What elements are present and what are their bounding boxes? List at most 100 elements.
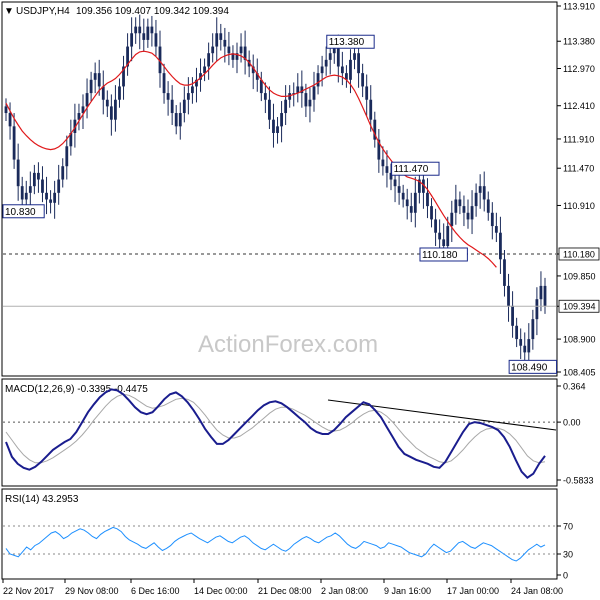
macd-axis: 0.364 0.00 -0.5833 [557, 382, 594, 486]
candle-body [462, 206, 466, 213]
candle-body [413, 192, 417, 213]
price-axis-marker-box [558, 247, 600, 261]
candle-body [543, 285, 547, 306]
candle-body [422, 179, 425, 193]
price-axis-label: 113.380 [563, 37, 595, 47]
candle-body [393, 179, 397, 187]
price-annotation-label: 108.490 [511, 362, 548, 373]
candle-body [458, 199, 462, 207]
candle-body [373, 119, 377, 140]
candle-body [304, 93, 308, 107]
time-axis-label: 2 Jan 08:00 [321, 586, 368, 596]
price-axis-label: 109.394 [563, 302, 596, 312]
candle-body [41, 179, 44, 193]
candle-body [389, 172, 393, 180]
candle-body [97, 73, 101, 87]
candle-body [93, 73, 97, 80]
moving-average-line [5, 50, 497, 268]
price-annotation-box [419, 247, 468, 262]
price-axis-label: 111.910 [563, 134, 594, 144]
candle-body [255, 73, 259, 80]
macd-axis-label: 0.364 [563, 382, 586, 392]
candle-body [340, 66, 344, 74]
candle-body [195, 79, 198, 87]
price-axis-label: 108.900 [563, 335, 596, 345]
candle-body [507, 285, 510, 306]
candle-body [511, 305, 514, 326]
macd-signal-line [5, 393, 546, 464]
candle-body [174, 113, 178, 127]
price-axis-label: 112.410 [563, 101, 595, 111]
time-axis-label: 9 Jan 16:00 [384, 586, 431, 596]
price-axis-label: 108.405 [563, 368, 596, 378]
candle-body [284, 99, 288, 114]
candle-body [470, 206, 474, 220]
candle-body [377, 139, 381, 160]
candle-body [499, 232, 502, 260]
header-ohlc-values: 109.356 109.407 109.342 109.394 [76, 6, 229, 17]
candle-body [482, 186, 486, 200]
candle-body [207, 53, 211, 67]
candle-body [186, 93, 190, 100]
candle-body [535, 299, 539, 320]
candle-body [430, 206, 433, 220]
candle-body [170, 99, 174, 114]
candle-body [446, 226, 450, 247]
header-arrow: ▼ [4, 6, 14, 17]
candle-body [272, 119, 275, 133]
candle-body [478, 186, 482, 193]
candle-body [138, 26, 142, 34]
candle-body [397, 186, 401, 193]
candle-body [300, 86, 304, 94]
price-axis-label: 112.970 [563, 64, 595, 74]
candle-body [454, 199, 458, 213]
rsi-axis-label: 0 [563, 571, 568, 581]
candle-body [345, 73, 348, 80]
candle-body [203, 66, 206, 74]
rsi-label: RSI(14) 43.2953 [5, 494, 79, 505]
candle-body [332, 46, 336, 54]
price-annotation-box [326, 34, 375, 49]
candle-body [73, 119, 77, 133]
candle-body [450, 212, 454, 227]
macd-axis-label: -0.5833 [563, 476, 594, 486]
price-annotations: 10.830 113.380 111.470 110.180 108.490 [2, 34, 558, 374]
candle-body [162, 73, 166, 94]
rsi-panel-frame [1, 488, 558, 580]
candle-body [292, 93, 296, 95]
candle-body [101, 86, 105, 100]
candle-body [369, 99, 373, 120]
candle-body [263, 93, 267, 100]
candle-body [227, 46, 231, 54]
candle-body [280, 113, 283, 127]
candle-body [486, 199, 490, 213]
time-axis-label: 29 Nov 08:00 [65, 586, 119, 596]
price-axis-label: 109.850 [563, 271, 596, 281]
price-annotation-label: 110.180 [422, 250, 458, 261]
price-annotation-label: 113.380 [329, 37, 365, 48]
time-axis-label: 22 Nov 2017 [3, 586, 54, 596]
candle-body [239, 46, 243, 54]
candle-body [24, 192, 28, 200]
candle-body [409, 206, 413, 213]
candle-body [235, 53, 239, 60]
candle-body [494, 226, 498, 233]
candle-body [45, 192, 48, 200]
candle-body [243, 46, 247, 60]
time-axis-label: 6 Dec 16:00 [131, 586, 180, 596]
candle-body [215, 33, 219, 47]
candle-body [296, 86, 300, 94]
rsi-line [5, 526, 546, 562]
candle-body [276, 126, 279, 133]
candle-body [324, 59, 328, 67]
candle-body [53, 192, 57, 203]
price-axis-label: 110.910 [563, 201, 595, 211]
time-axis-label: 14 Dec 00:00 [194, 586, 248, 596]
candle-body [519, 339, 523, 346]
rsi-axis-label: 30 [563, 550, 573, 560]
candle-body [166, 93, 170, 100]
price-annotation-box [391, 161, 440, 176]
price-annotation-label: 111.470 [394, 164, 429, 175]
candle-body [4, 106, 8, 114]
candle-body [466, 212, 470, 220]
